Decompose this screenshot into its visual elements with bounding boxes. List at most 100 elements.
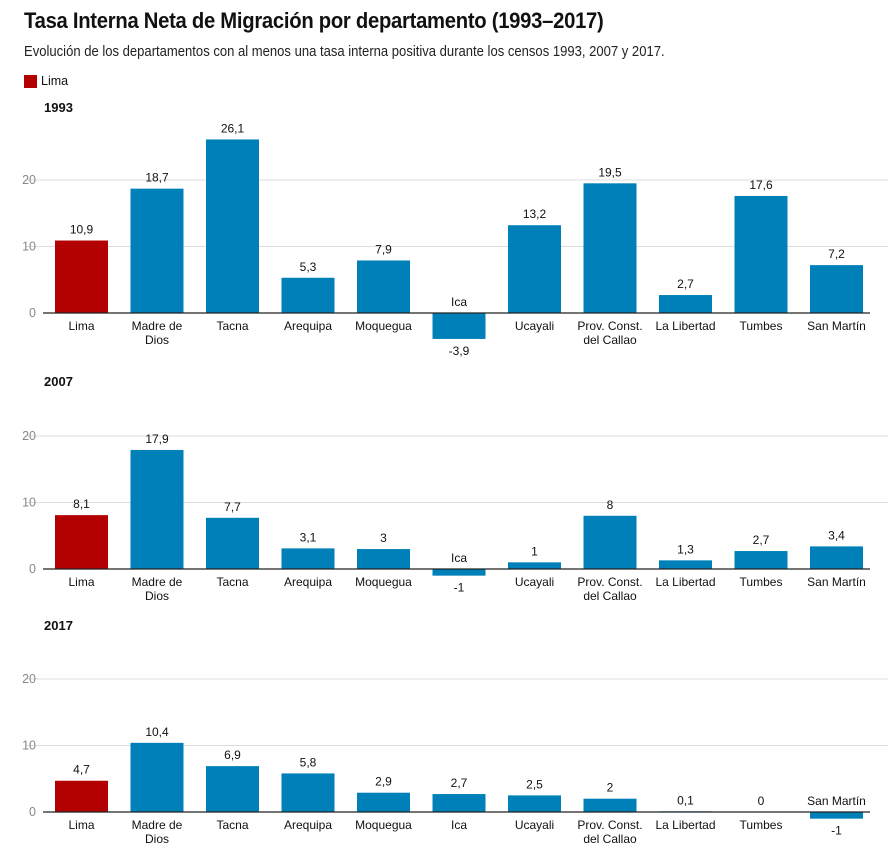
category-label: Dios — [145, 589, 169, 603]
y-tick-label: 0 — [29, 805, 36, 819]
bar — [130, 449, 184, 569]
data-label: 1 — [531, 544, 538, 558]
panel-title: 1993 — [44, 100, 73, 115]
panel-title: 2017 — [44, 618, 73, 633]
data-label: 10,4 — [145, 725, 169, 739]
legend: Lima — [24, 74, 68, 88]
bar — [130, 188, 184, 313]
category-label: San Martín — [807, 319, 866, 333]
y-tick-label: 10 — [22, 496, 36, 510]
y-tick-label: 10 — [22, 739, 36, 753]
y-tick-label: 20 — [22, 173, 36, 187]
data-label: 2,5 — [526, 777, 543, 791]
panel-title: 2007 — [44, 374, 73, 389]
category-label: Ica — [451, 818, 467, 832]
data-label: 17,6 — [749, 178, 773, 192]
bar — [55, 515, 108, 569]
y-tick-label: 20 — [22, 429, 36, 443]
category-label: Moquegua — [355, 319, 412, 333]
data-label: 7,7 — [224, 500, 241, 514]
bar — [734, 195, 788, 313]
category-label: San Martín — [807, 575, 866, 589]
category-label: Ica — [451, 551, 467, 565]
data-label: 8 — [607, 498, 614, 512]
data-label: 5,3 — [300, 260, 317, 274]
data-label: 13,2 — [523, 207, 547, 221]
category-label: La Libertad — [655, 319, 715, 333]
bar — [432, 569, 486, 576]
category-label: Lima — [68, 319, 94, 333]
y-tick-label: 0 — [29, 562, 36, 576]
category-label: Tacna — [216, 818, 248, 832]
category-label: Tacna — [216, 319, 248, 333]
bar — [583, 798, 637, 812]
data-label: 5,8 — [300, 755, 317, 769]
category-label: San Martín — [807, 794, 866, 808]
data-label: 2 — [607, 781, 614, 795]
bar — [130, 742, 184, 812]
category-label: Tumbes — [740, 575, 783, 589]
data-label: 10,9 — [70, 223, 94, 237]
category-label: La Libertad — [655, 818, 715, 832]
category-label: Prov. Const. — [577, 575, 642, 589]
bar — [810, 546, 863, 569]
data-label: 8,1 — [73, 497, 90, 511]
data-label: 2,7 — [451, 776, 468, 790]
data-label: -1 — [454, 581, 465, 595]
category-label: Lima — [68, 575, 94, 589]
category-label: Dios — [145, 333, 169, 347]
legend-label: Lima — [41, 74, 69, 88]
data-label: 26,1 — [221, 121, 245, 135]
category-label: Dios — [145, 832, 169, 846]
bar — [206, 517, 259, 569]
category-label: Prov. Const. — [577, 319, 642, 333]
data-label: 2,7 — [753, 533, 770, 547]
bar — [357, 260, 410, 313]
bar — [583, 515, 637, 569]
category-label: Moquegua — [355, 575, 412, 589]
data-label: 2,9 — [375, 775, 392, 789]
data-label: 17,9 — [145, 432, 169, 446]
data-label: 3,4 — [828, 528, 845, 542]
data-label: 6,9 — [224, 748, 241, 762]
data-label: 4,7 — [73, 763, 90, 777]
category-label: Tacna — [216, 575, 248, 589]
category-label: Prov. Const. — [577, 818, 642, 832]
category-label: Ucayali — [515, 818, 554, 832]
category-label: Ucayali — [515, 575, 554, 589]
bar — [206, 766, 259, 812]
data-label: -1 — [831, 824, 842, 838]
category-label: Tumbes — [740, 818, 783, 832]
bar — [659, 560, 712, 569]
legend-swatch-lima — [24, 74, 37, 88]
bar — [281, 277, 335, 313]
category-label: del Callao — [583, 333, 637, 347]
category-label: Madre de — [132, 575, 183, 589]
y-tick-label: 10 — [22, 240, 36, 254]
data-label: 1,3 — [677, 542, 694, 556]
bar — [734, 551, 788, 569]
bar — [357, 792, 410, 812]
category-label: Ica — [451, 295, 467, 309]
data-label: 18,7 — [145, 171, 169, 185]
bar — [810, 812, 863, 819]
bar — [357, 549, 410, 569]
data-label: 3 — [380, 531, 387, 545]
data-label: 0,1 — [677, 793, 694, 807]
chart-subtitle: Evolución de los departamentos con al me… — [24, 44, 665, 60]
chart-title: Tasa Interna Neta de Migración por depar… — [24, 8, 604, 33]
data-label: 2,7 — [677, 277, 694, 291]
bar — [432, 794, 486, 812]
category-label: Madre de — [132, 319, 183, 333]
category-label: Lima — [68, 818, 94, 832]
category-label: Tumbes — [740, 319, 783, 333]
data-label: 7,2 — [828, 247, 845, 261]
bar — [206, 139, 259, 313]
y-tick-label: 20 — [22, 672, 36, 686]
bar — [281, 773, 335, 812]
category-label: Moquegua — [355, 818, 412, 832]
category-label: Arequipa — [284, 319, 332, 333]
